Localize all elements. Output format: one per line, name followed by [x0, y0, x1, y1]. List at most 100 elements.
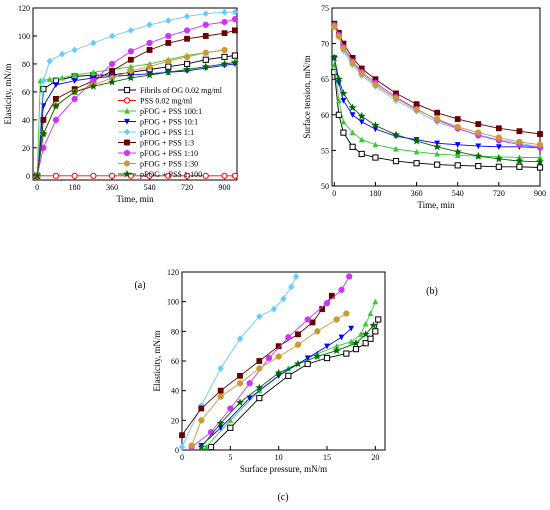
data-point — [358, 70, 365, 77]
data-point — [236, 335, 244, 343]
data-point — [335, 111, 342, 118]
data-point — [346, 273, 353, 280]
data-point — [221, 46, 228, 54]
data-point — [295, 331, 301, 338]
x-axis-label: Surface pressure, mN/m — [240, 464, 327, 474]
series-0 — [331, 68, 544, 171]
data-point — [392, 157, 400, 165]
data-point — [349, 59, 356, 66]
y-tick-label: 50 — [321, 182, 329, 191]
data-point — [198, 405, 205, 412]
data-point — [164, 68, 173, 76]
data-point — [221, 8, 228, 16]
plot-frame — [32, 7, 238, 181]
y-tick-label: 80 — [22, 60, 30, 69]
data-point — [227, 417, 234, 423]
data-point — [90, 172, 97, 179]
data-point — [372, 141, 379, 148]
data-point — [288, 283, 295, 291]
data-point — [202, 172, 209, 179]
data-point — [280, 295, 287, 303]
data-point — [108, 77, 117, 86]
series-4 — [179, 292, 335, 439]
data-point — [285, 372, 292, 379]
data-point — [246, 395, 253, 402]
data-point — [71, 95, 78, 103]
data-point — [127, 56, 134, 63]
data-point — [52, 116, 60, 124]
data-point — [372, 328, 379, 335]
data-point — [246, 380, 253, 387]
data-point — [89, 82, 98, 90]
data-point — [236, 380, 244, 387]
data-point — [71, 72, 78, 78]
data-point — [343, 310, 350, 317]
data-point — [274, 368, 283, 377]
data-point — [183, 27, 191, 34]
data-point — [434, 161, 441, 168]
data-point — [183, 53, 191, 61]
data-point — [52, 82, 59, 89]
data-point — [343, 350, 350, 357]
data-point — [348, 103, 357, 112]
data-point — [221, 172, 228, 179]
legend-entry: PSS 0.02 mg/ml — [140, 97, 193, 106]
data-point — [358, 150, 365, 158]
data-point — [434, 150, 441, 157]
series-0 — [34, 52, 239, 179]
data-point — [357, 112, 366, 120]
series-0 — [207, 316, 382, 451]
series-line — [200, 328, 352, 446]
data-point — [46, 76, 53, 82]
data-point — [375, 316, 382, 323]
y-tick-label: 55 — [321, 146, 329, 155]
series-1 — [34, 172, 239, 179]
y-tick-label: 80 — [171, 327, 179, 336]
data-point — [361, 330, 370, 338]
data-point — [536, 157, 544, 166]
data-point — [231, 16, 239, 23]
data-point — [338, 286, 345, 293]
x-tick-label: 900 — [219, 183, 231, 192]
series-line — [191, 313, 347, 446]
data-point — [265, 354, 273, 362]
y-tick-label: 0 — [175, 446, 179, 455]
data-point — [202, 49, 209, 56]
data-point — [340, 118, 347, 125]
data-point — [109, 32, 116, 40]
series-line — [36, 62, 235, 176]
x-tick-label: 15 — [323, 453, 331, 462]
series-6 — [331, 23, 544, 148]
data-point — [433, 115, 441, 123]
y-tick-label: 120 — [167, 268, 179, 277]
data-point — [372, 298, 379, 305]
data-point — [339, 89, 348, 97]
y-tick-label: 60 — [22, 88, 30, 97]
data-point — [203, 443, 210, 450]
data-point — [202, 33, 209, 39]
data-point — [126, 73, 135, 82]
data-point — [536, 164, 544, 171]
x-tick-label: 10 — [275, 453, 283, 462]
series-6 — [34, 16, 239, 179]
data-point — [146, 21, 153, 29]
data-point — [292, 273, 300, 280]
data-point — [333, 316, 340, 323]
data-point — [108, 60, 116, 68]
data-point — [275, 353, 282, 360]
data-point — [90, 39, 97, 47]
data-point — [358, 119, 365, 126]
legend-marker — [123, 149, 131, 157]
data-point — [71, 172, 78, 179]
data-point — [413, 101, 420, 108]
data-point — [46, 57, 53, 65]
data-point — [333, 343, 340, 349]
data-point — [340, 97, 347, 104]
data-point — [309, 319, 316, 326]
data-point — [454, 123, 461, 131]
data-point — [537, 154, 543, 161]
data-point — [349, 112, 356, 118]
data-point — [335, 97, 342, 104]
data-point — [237, 372, 243, 379]
